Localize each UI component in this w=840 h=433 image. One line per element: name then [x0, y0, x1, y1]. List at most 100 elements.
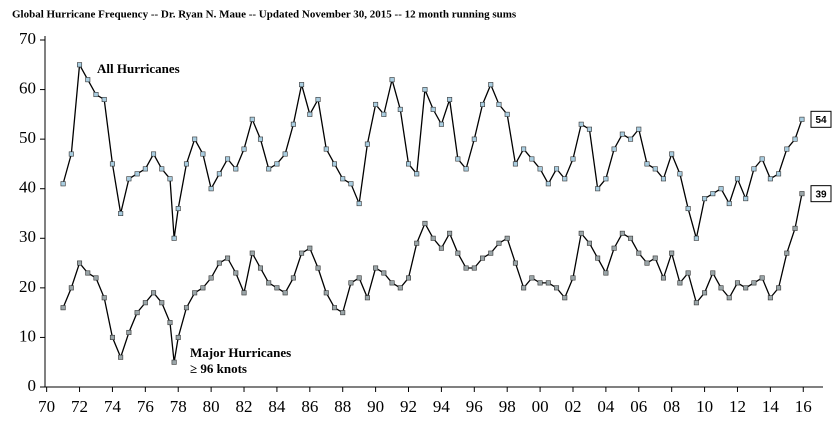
point: [488, 250, 494, 256]
point: [60, 305, 66, 311]
x-tick-label: 94: [433, 397, 451, 416]
point: [134, 310, 140, 316]
point: [455, 156, 461, 162]
x-tick-label: 96: [466, 397, 483, 416]
series-line: [62, 193, 803, 363]
point: [702, 196, 708, 202]
x-tick-label: 82: [236, 397, 253, 416]
point: [784, 250, 790, 256]
annotation: All Hurricanes: [97, 61, 180, 76]
point: [792, 136, 798, 142]
point: [430, 235, 436, 241]
x-tick-label: 92: [400, 397, 417, 416]
point: [554, 166, 560, 172]
point: [356, 275, 362, 281]
point: [414, 240, 420, 246]
point: [167, 176, 173, 182]
point: [257, 136, 263, 142]
point: [562, 176, 568, 182]
point: [710, 191, 716, 197]
x-tick-label: 86: [301, 397, 318, 416]
point: [192, 136, 198, 142]
point: [290, 275, 296, 281]
x-tick-label: 06: [630, 397, 647, 416]
point: [471, 265, 477, 271]
point: [225, 156, 231, 162]
point: [397, 106, 403, 112]
x-tick-label: 02: [564, 397, 581, 416]
point: [496, 101, 502, 107]
point: [562, 295, 568, 301]
point: [734, 280, 740, 286]
point: [652, 166, 658, 172]
point: [677, 280, 683, 286]
annotation: ≥ 96 knots: [190, 361, 247, 376]
point: [389, 280, 395, 286]
series-line: [62, 62, 803, 239]
x-tick-label: 12: [729, 397, 746, 416]
point: [183, 161, 189, 167]
point: [171, 235, 177, 241]
point: [249, 250, 255, 256]
point: [118, 354, 124, 360]
point: [208, 275, 214, 281]
point: [529, 156, 535, 162]
point: [685, 206, 691, 212]
point: [669, 151, 675, 157]
point: [799, 191, 805, 197]
point: [595, 186, 601, 192]
point: [68, 285, 74, 291]
point: [340, 176, 346, 182]
point: [167, 320, 173, 326]
x-tick-label: 98: [499, 397, 516, 416]
point: [578, 121, 584, 127]
point: [249, 116, 255, 122]
point: [586, 126, 592, 132]
point: [792, 225, 798, 231]
x-tick-label: 14: [762, 397, 780, 416]
point: [233, 166, 239, 172]
point: [109, 161, 115, 167]
x-tick-label: 90: [367, 397, 384, 416]
point: [784, 146, 790, 152]
point: [266, 280, 272, 286]
point: [282, 290, 288, 296]
point: [406, 161, 412, 167]
point: [619, 230, 625, 236]
point: [307, 245, 313, 251]
point: [751, 166, 757, 172]
point: [504, 111, 510, 117]
point: [290, 121, 296, 127]
point: [134, 171, 140, 177]
point: [628, 235, 634, 241]
point: [463, 265, 469, 271]
chart-title: Global Hurricane Frequency -- Dr. Ryan N…: [12, 9, 517, 21]
point: [364, 295, 370, 301]
end-label-box: [810, 185, 832, 203]
point: [636, 250, 642, 256]
point: [512, 161, 518, 167]
point: [545, 181, 551, 187]
point: [93, 92, 99, 98]
point: [603, 270, 609, 276]
point: [331, 305, 337, 311]
point: [644, 161, 650, 167]
point: [266, 166, 272, 172]
y-tick-label: 70: [19, 29, 36, 48]
end-label: 39: [815, 189, 827, 200]
point: [85, 270, 91, 276]
point: [175, 334, 181, 340]
x-tick-label: 16: [795, 397, 812, 416]
point: [274, 161, 280, 167]
x-tick-label: 80: [203, 397, 220, 416]
point: [373, 265, 379, 271]
point: [521, 146, 527, 152]
point: [200, 151, 206, 157]
x-tick-label: 72: [71, 397, 88, 416]
point: [767, 176, 773, 182]
x-tick-label: 74: [104, 397, 122, 416]
point: [60, 181, 66, 187]
point: [652, 255, 658, 261]
y-tick-label: 10: [19, 326, 36, 345]
point: [480, 255, 486, 261]
